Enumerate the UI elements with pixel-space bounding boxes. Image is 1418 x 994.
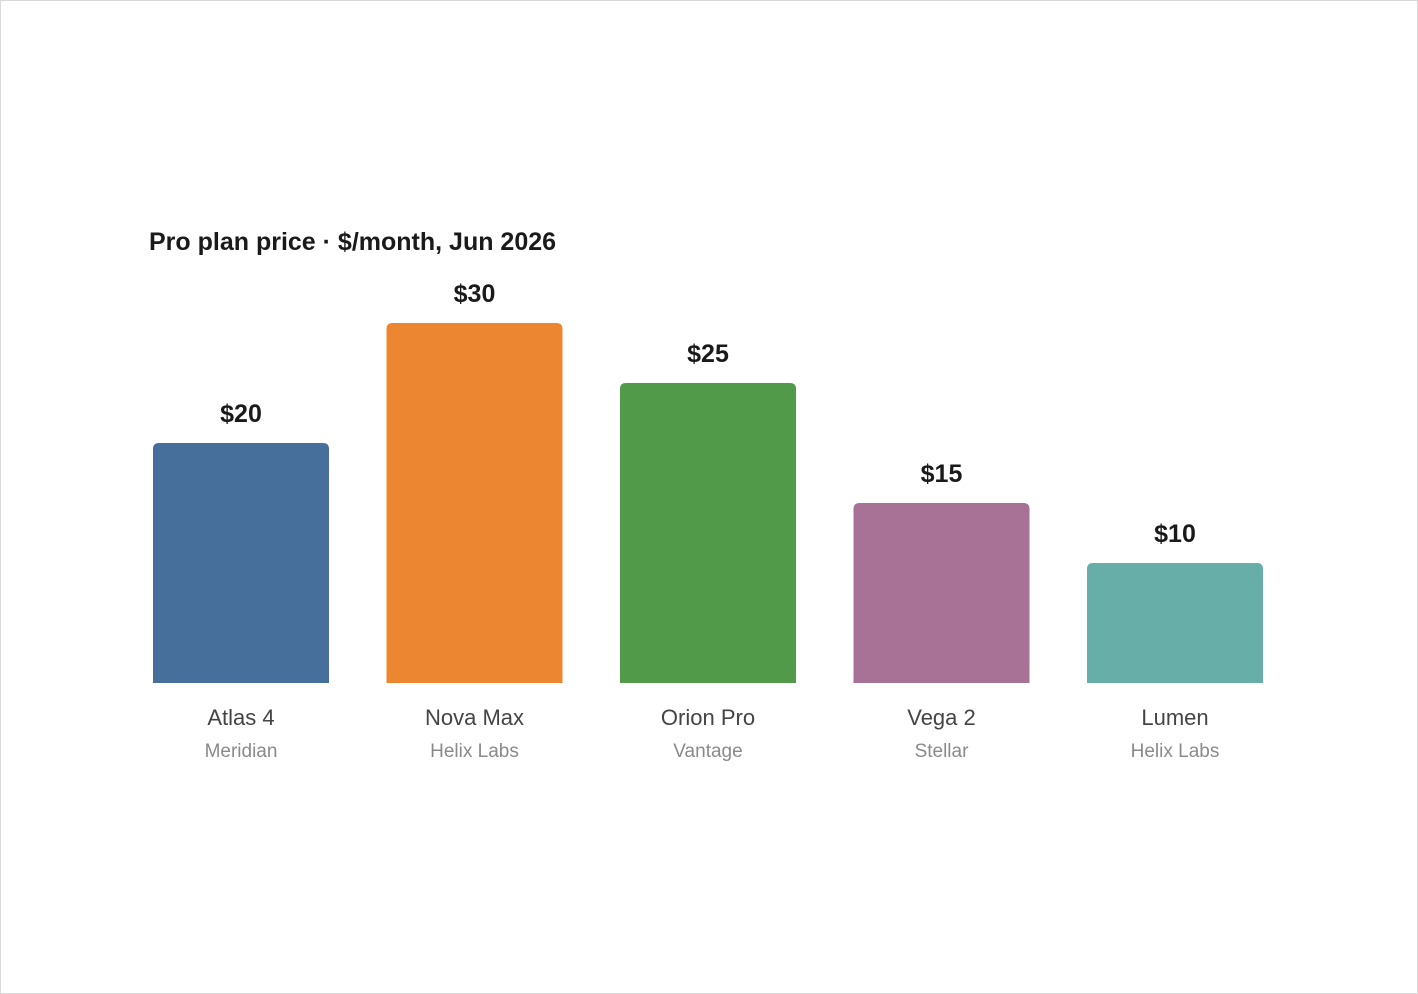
- category-label-nova-max: Nova Max: [425, 705, 524, 730]
- value-label-nova-max: $30: [454, 280, 496, 308]
- bar-orion-pro: [620, 383, 796, 683]
- bar-nova-max: [386, 323, 563, 683]
- value-label-atlas-4: $20: [220, 400, 262, 428]
- subcategory-label-atlas-4: Meridian: [205, 741, 278, 762]
- bar-atlas-4: [153, 443, 329, 683]
- category-label-vega-2: Vega 2: [907, 705, 976, 730]
- subcategory-label-nova-max: Helix Labs: [430, 741, 519, 762]
- subcategory-label-orion-pro: Vantage: [673, 741, 742, 762]
- chart-title: Pro plan price · $/month, Jun 2026: [149, 228, 557, 256]
- value-label-lumen: $10: [1154, 520, 1196, 548]
- category-label-lumen: Lumen: [1141, 705, 1208, 730]
- value-label-orion-pro: $25: [687, 340, 729, 368]
- subcategory-label-lumen: Helix Labs: [1131, 741, 1220, 762]
- subcategory-label-vega-2: Stellar: [915, 741, 970, 762]
- category-label-atlas-4: Atlas 4: [207, 705, 274, 730]
- bar-vega-2: [853, 503, 1030, 683]
- value-label-vega-2: $15: [921, 460, 963, 488]
- category-label-orion-pro: Orion Pro: [661, 705, 755, 730]
- bar-lumen: [1087, 563, 1263, 683]
